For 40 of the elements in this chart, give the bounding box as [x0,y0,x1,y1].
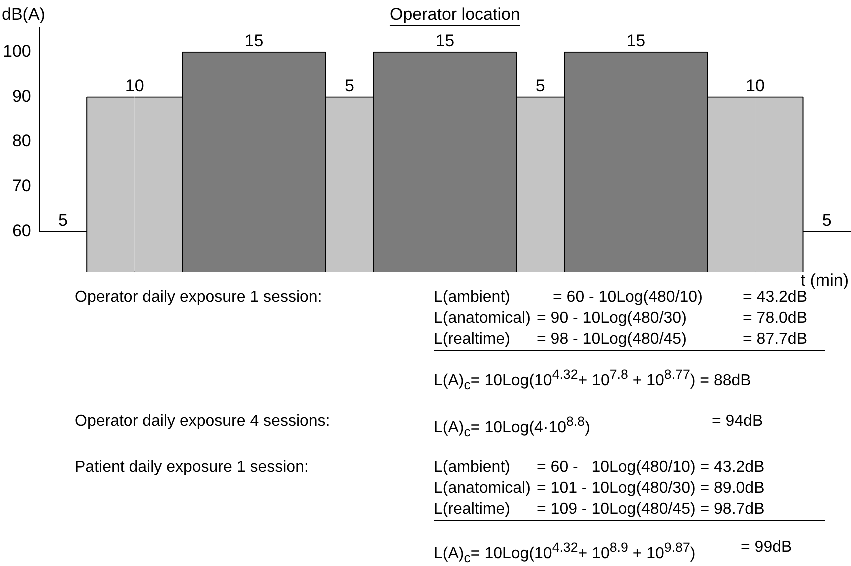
text: L(A)$_{c}$= 10Log(10$^{4.32}$+ 10$^{7.8}$ + 10$^{8.77}$) = 88dB [434,367,752,393]
text: = 60 - 10Log(480/10) [553,288,703,308]
text: L(realtime) [434,500,510,520]
annotation: 5 [536,76,546,96]
text: Patient daily exposure 1 session: [75,458,309,478]
text: Operator daily exposure 4 sessions: [75,412,330,432]
text: = 90 - 10Log(480/30) [537,309,687,329]
y-tick-label: 80 [12,132,32,151]
annotation: 5 [822,210,832,230]
text: L(anatomical) [434,479,531,499]
text: = 109 - 10Log(480/45) = 98.7dB [537,500,765,520]
annotation: 15 [244,31,264,50]
chart-title: Operator location [390,5,520,24]
text: L(anatomical) [434,309,531,329]
annotation: 15 [436,31,455,50]
text: = 99dB [741,538,792,558]
annotation: 10 [746,76,765,96]
y-tick-label: 100 [2,42,32,61]
text: L(A)$_{c}$= 10Log(10$^{4.32}$+ 10$^{8.9}$ + 10$^{9.87}$) [434,540,696,566]
y-tick-label: 70 [12,176,32,196]
text: = 98 - 10Log(480/45) [537,330,687,350]
y-axis-title: dB(A) [2,5,46,24]
y-tick-label: 90 [12,86,32,106]
text: L(A)$_{c}$= 10Log(4·10$^{8.8}$) [434,413,590,442]
annotation: 10 [125,76,144,96]
x-axis-title: t (min) [800,271,849,290]
annotation: 15 [626,31,646,50]
text: = 94dB [712,412,764,432]
text: = 60 - 10Log(480/10) = 43.2dB [537,458,765,478]
y-tick-label: 60 [12,221,32,240]
text: L(ambient) [434,458,510,478]
annotation: 5 [58,210,68,230]
text: L(realtime) [434,330,510,350]
text: = 87.7dB [743,330,808,350]
annotation: 5 [344,76,354,96]
text: = 78.0dB [743,309,808,329]
text: = 101 - 10Log(480/30) = 89.0dB [537,479,765,499]
text: L(ambient) [434,288,510,308]
text: Operator daily exposure 1 session: [75,288,322,308]
text: = 43.2dB [743,288,808,308]
